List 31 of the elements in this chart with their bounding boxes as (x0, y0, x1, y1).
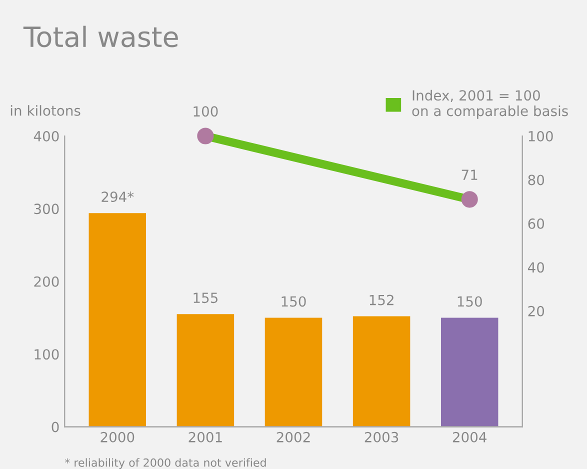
y-tick-label: 400 (34, 130, 59, 142)
bar (176, 314, 234, 427)
y2-tick-label: 40 (528, 262, 544, 273)
y2-tick-label: 80 (528, 174, 544, 186)
x-tick-label: 2000 (100, 432, 134, 442)
y2-tick-label: 60 (528, 218, 544, 229)
bar (352, 316, 410, 427)
y-tick-label: 200 (34, 276, 59, 287)
bar (440, 318, 498, 427)
bar (264, 318, 322, 427)
text: * reliability of 2000 data not verified (64, 458, 266, 469)
data-label: 152 (370, 294, 394, 306)
y-tick-label: 300 (34, 204, 59, 214)
x-tick-label: 2001 (188, 432, 222, 442)
data-label: 150 (458, 296, 482, 307)
y-tick-label: 0 (52, 422, 59, 432)
y2-tick-label: 100 (528, 130, 553, 142)
data-label: 294* (102, 192, 134, 202)
data-label: 150 (282, 296, 306, 307)
data-label: 100 (194, 106, 218, 117)
data-label: 155 (194, 292, 218, 304)
y2-tick-label: 20 (528, 306, 544, 316)
x-tick-label: 2004 (452, 432, 486, 442)
chart-title: Total waste (23, 26, 178, 48)
bar (88, 213, 146, 427)
data-label: 71 (462, 170, 478, 180)
x-tick-label: 2003 (364, 432, 398, 442)
legend-label: Index, 2001 = 100 on a comparable basis (412, 90, 568, 119)
y-axis-title: in kilotons (10, 105, 80, 116)
y-tick-label: 100 (34, 349, 59, 360)
x-tick-label: 2002 (276, 432, 310, 442)
